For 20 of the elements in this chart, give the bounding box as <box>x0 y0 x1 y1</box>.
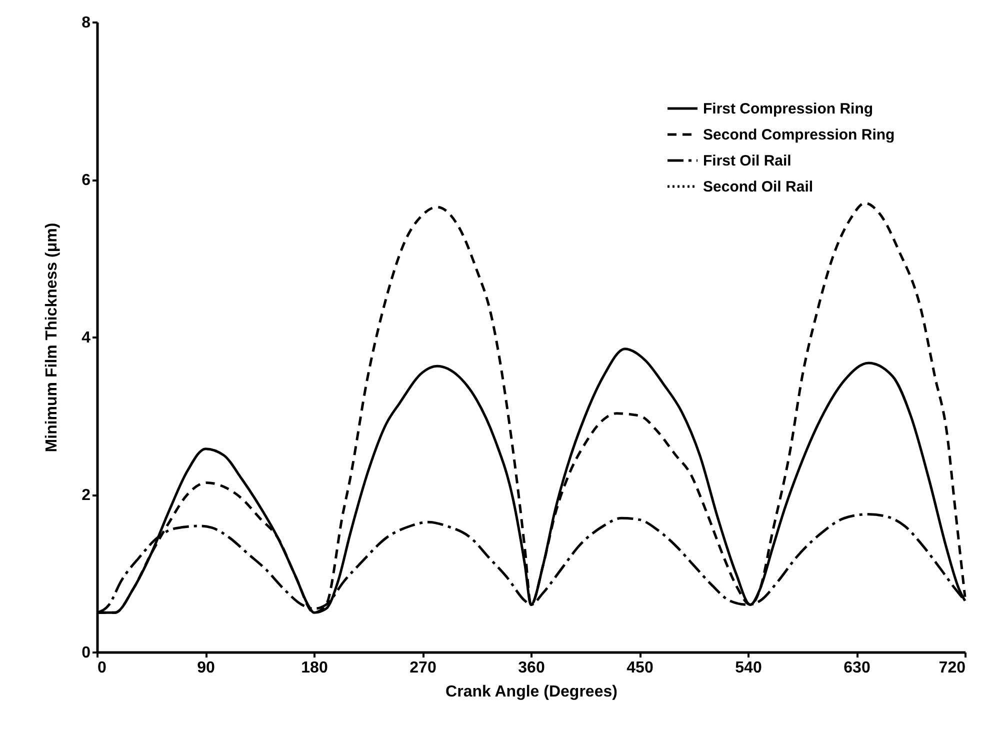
y-tick-label: 6 <box>82 172 91 189</box>
x-axis-title: Crank Angle (Degrees) <box>446 684 618 700</box>
x-tick-label: 540 <box>735 660 762 676</box>
y-tick-label: 2 <box>82 487 91 504</box>
y-tick-label: 4 <box>82 330 91 346</box>
x-tick-label: 630 <box>844 660 870 676</box>
legend-label: Second Compression Ring <box>703 126 895 144</box>
x-tick-label: 720 <box>938 660 966 676</box>
x-tick-label: 450 <box>626 660 654 676</box>
x-tick-label: 0 <box>98 660 106 676</box>
y-tick-label: 0 <box>82 644 91 662</box>
legend-label: Second Oil Rail <box>703 178 814 196</box>
y-axis-title: Minimum Film Thickness (μm) <box>44 222 61 452</box>
y-tick-label: 8 <box>82 14 91 32</box>
legend-label: First Oil Rail <box>703 152 792 170</box>
x-tick-label: 180 <box>301 660 328 676</box>
x-tick-label: 270 <box>410 660 436 676</box>
x-tick-label: 90 <box>197 660 215 676</box>
legend-label: First Compression Ring <box>703 100 874 118</box>
x-tick-label: 360 <box>518 660 545 676</box>
